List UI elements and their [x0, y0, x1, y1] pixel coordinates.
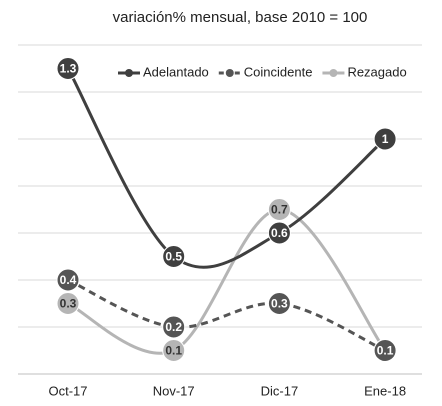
data-point: [267, 221, 291, 245]
data-point: [56, 268, 80, 292]
data-point: [162, 245, 186, 268]
x-tick-label: Dic-17: [261, 383, 299, 398]
data-point: [373, 339, 397, 362]
data-label: 0.7: [271, 203, 288, 217]
data-label: 1: [382, 132, 389, 146]
data-label: 0.3: [271, 297, 288, 311]
data-point: [56, 292, 80, 315]
data-point: [56, 57, 80, 80]
series-line: [67, 278, 386, 352]
data-label: 0.5: [165, 250, 182, 264]
data-point: [162, 315, 186, 339]
legend-label: Coincidente: [244, 64, 313, 79]
series-line: [66, 67, 387, 269]
data-label: 0.1: [165, 344, 182, 358]
data-point: [267, 292, 291, 315]
data-label: 1.3: [60, 62, 77, 76]
data-label: 0.1: [377, 344, 394, 358]
x-tick-label: Ene-18: [364, 383, 406, 398]
legend-marker: [225, 69, 234, 77]
data-point: [162, 339, 186, 362]
legend-marker: [125, 69, 133, 77]
legend-label: Adelantado: [143, 64, 209, 79]
data-point: [373, 127, 397, 151]
data-point: [267, 198, 291, 221]
x-tick-label: Oct-17: [48, 383, 87, 398]
data-label: 0.2: [165, 320, 182, 334]
data-label: 0.6: [271, 226, 288, 240]
data-label: 0.4: [60, 273, 77, 287]
legend-label: Rezagado: [347, 64, 406, 79]
legend-marker: [329, 69, 338, 77]
chart-title: variación% mensual, base 2010 = 100: [113, 9, 368, 26]
x-tick-label: Nov-17: [153, 383, 195, 398]
series-line: [67, 207, 387, 355]
data-label: 0.3: [60, 297, 77, 311]
